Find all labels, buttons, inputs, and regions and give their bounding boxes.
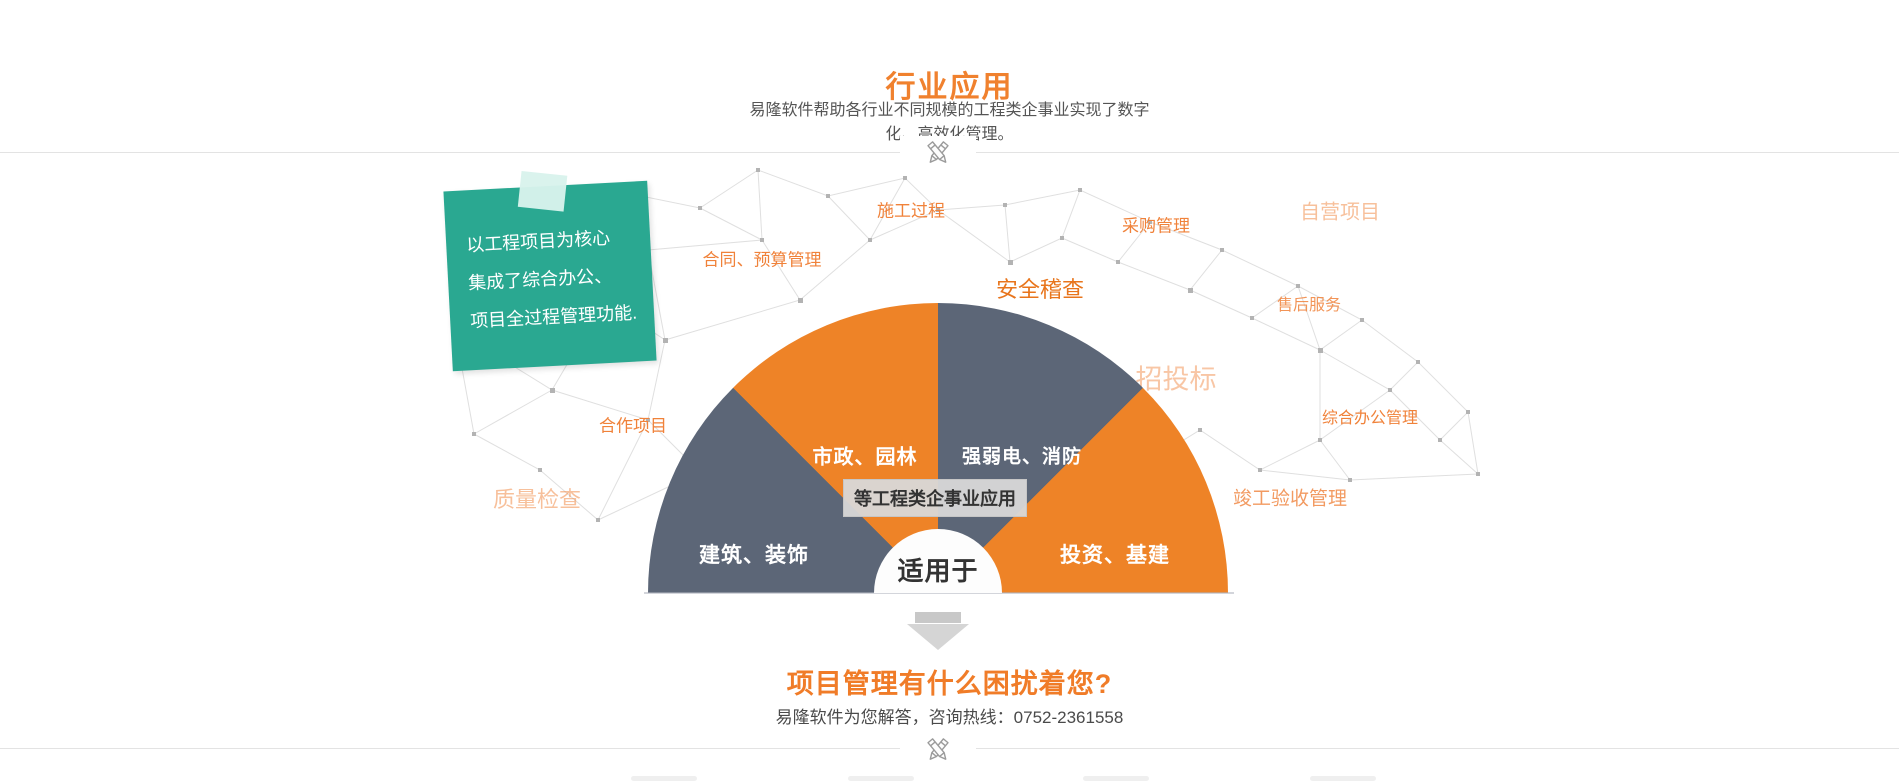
fan-segment-label-construction-decoration: 建筑、装饰 — [699, 544, 809, 567]
label-self-operated-projects: 自营项目 — [1300, 201, 1380, 224]
partial-logo — [848, 776, 914, 781]
fan-segment-label-electrical-fire: 强弱电、消防 — [961, 446, 1083, 468]
sticky-note-tape — [517, 170, 568, 212]
network-graph-background — [453, 168, 1480, 522]
cta-hotline-text: 易隆软件为您解答，咨询热线：0752-2361558 — [775, 708, 1124, 727]
partial-logo — [1083, 776, 1149, 781]
fan-segment-label-investment-infrastructure: 投资、基建 — [1060, 544, 1170, 567]
label-after-sales-service: 售后服务 — [1276, 297, 1342, 314]
fan-badge: 等工程类企事业应用 — [843, 479, 1027, 517]
section-title: 行业应用 — [885, 71, 1014, 104]
label-procurement-management: 采购管理 — [1122, 216, 1190, 236]
sticky-note-text: 以工程项目为核心 集成了综合办公、 项目全过程管理功能. — [465, 227, 638, 332]
partial-logo — [1310, 776, 1376, 781]
label-quality-check: 质量检查 — [492, 487, 582, 512]
down-arrow-tip — [907, 624, 969, 650]
label-bidding: 招投标 — [1135, 364, 1217, 395]
crossed-pencils-icon — [900, 136, 976, 170]
fan-baseline — [644, 592, 1234, 594]
label-cooperation-projects: 合作项目 — [599, 416, 667, 436]
label-safety-inspection: 安全稽查 — [995, 277, 1085, 302]
partial-logo — [631, 776, 697, 781]
label-construction-process: 施工过程 — [877, 201, 945, 221]
label-contract-budget-management: 合同、预算管理 — [702, 250, 822, 270]
label-completion-acceptance: 竣工验收管理 — [1232, 488, 1348, 510]
sticky-note: 以工程项目为核心 集成了综合办公、 项目全过程管理功能. — [443, 170, 657, 372]
crossed-pencils-icon — [900, 733, 976, 767]
fan-segment-label-municipal-landscape: 市政、园林 — [812, 446, 918, 469]
fan-center-label: 适用于 — [897, 556, 979, 586]
down-arrow-icon — [915, 612, 961, 623]
label-office-administration: 综合办公管理 — [1321, 410, 1419, 427]
cta-title: 项目管理有什么困扰着您? — [786, 669, 1113, 699]
